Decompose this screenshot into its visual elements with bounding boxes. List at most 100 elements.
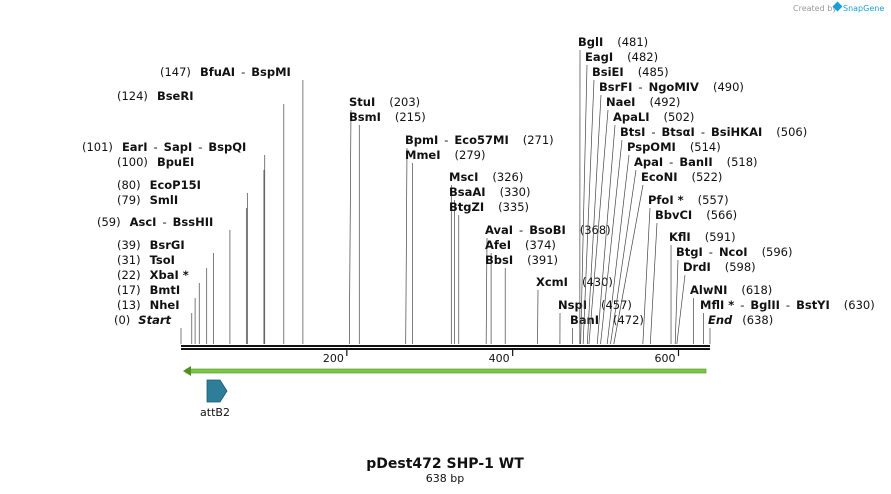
enzyme-name: EarI bbox=[122, 140, 148, 154]
site-bsrfi[interactable]: BsrFI - NgoMIV (490) bbox=[586, 80, 744, 345]
site-apali[interactable]: ApaLI (502) bbox=[596, 110, 694, 345]
site-btgzi[interactable]: BtgZI (335) bbox=[449, 200, 529, 344]
site-bmti[interactable]: (17) BmtI bbox=[117, 283, 196, 344]
site-label[interactable]: (124) BseRI bbox=[117, 89, 193, 103]
backbone-top-strand bbox=[181, 345, 710, 347]
site-tsoi[interactable]: (31) TsoI bbox=[117, 253, 208, 344]
site-label[interactable]: End (638) bbox=[708, 313, 773, 327]
site-apai[interactable]: ApaI - BanII (518) bbox=[610, 155, 758, 345]
attb2-arrow-icon[interactable] bbox=[206, 379, 228, 403]
site-label[interactable]: ApaLI (502) bbox=[613, 110, 694, 124]
site-bpmi[interactable]: BpmI - Eco57MI (271) bbox=[405, 133, 554, 345]
site-label[interactable]: EagI (482) bbox=[585, 50, 658, 64]
site-kfli[interactable]: KflI (591) bbox=[669, 230, 736, 344]
site-position: (374) bbox=[525, 238, 556, 252]
site-label[interactable]: (13) NheI bbox=[117, 298, 180, 312]
site-pfoi[interactable]: PfoI * (557) bbox=[642, 193, 729, 345]
site-label[interactable]: MmeI (279) bbox=[405, 148, 485, 162]
site-drdi[interactable]: DrdI (598) bbox=[676, 260, 756, 345]
site-xbai[interactable]: (22) XbaI * bbox=[117, 268, 200, 344]
site-btgi[interactable]: BtgI - NcoI (596) bbox=[674, 245, 793, 345]
site-label[interactable]: EcoNI (522) bbox=[641, 170, 722, 184]
site-label[interactable]: (39) BsrGI bbox=[117, 238, 185, 252]
site-separator: - bbox=[162, 215, 166, 229]
site-label[interactable]: BsaAI (330) bbox=[449, 185, 531, 199]
site-label[interactable]: (100) BpuEI bbox=[117, 155, 194, 169]
site-bsaai[interactable]: BsaAI (330) bbox=[449, 185, 531, 344]
site-end[interactable]: End (638) bbox=[708, 313, 773, 344]
site-label[interactable]: KflI (591) bbox=[669, 230, 736, 244]
site-label[interactable]: PspOMI (514) bbox=[627, 140, 721, 154]
site-bani[interactable]: BanI (472) bbox=[570, 313, 644, 344]
site-econi[interactable]: EcoNI (522) bbox=[613, 170, 723, 345]
site-label[interactable]: AlwNI (618) bbox=[690, 283, 772, 297]
site-bgli[interactable]: BglI (481) bbox=[578, 35, 648, 345]
site-bpuei[interactable]: (100) BpuEI bbox=[117, 155, 265, 344]
site-bfuai[interactable]: (147) BfuAI - BspMI bbox=[160, 65, 304, 344]
site-label[interactable]: BbvCI (566) bbox=[655, 208, 737, 222]
site-label[interactable]: BsmI (215) bbox=[349, 110, 426, 124]
site-label[interactable]: (80) EcoP15I bbox=[117, 178, 201, 192]
site-label[interactable]: (79) SmlI bbox=[117, 193, 178, 207]
feature-track[interactable] bbox=[183, 366, 707, 376]
site-bsiei[interactable]: BsiEI (485) bbox=[582, 65, 669, 345]
feature-arrow-body[interactable] bbox=[185, 368, 707, 374]
site-label[interactable]: XcmI (430) bbox=[536, 275, 613, 289]
site-label[interactable]: BtgZI (335) bbox=[449, 200, 529, 214]
site-label[interactable]: BpmI - Eco57MI (271) bbox=[405, 133, 554, 147]
site-pspomi[interactable]: PspOMI (514) bbox=[606, 140, 721, 345]
site-label[interactable]: MscI (326) bbox=[449, 170, 523, 184]
enzyme-name: BsiHKAI bbox=[711, 125, 762, 139]
site-label[interactable]: AfeI (374) bbox=[485, 238, 556, 252]
site-label[interactable]: BtgI - NcoI (596) bbox=[676, 245, 793, 259]
attb2-feature[interactable]: attB2 bbox=[200, 379, 230, 419]
site-label[interactable]: BtsI - BtsαI - BsiHKAI (506) bbox=[620, 125, 807, 139]
site-btsi[interactable]: BtsI - BtsαI - BsiHKAI (506) bbox=[600, 125, 808, 345]
site-afei[interactable]: AfeI (374) bbox=[485, 238, 556, 344]
site-label[interactable]: (31) TsoI bbox=[117, 253, 175, 267]
site-label[interactable]: MflI * - BglII - BstYI (630) bbox=[700, 298, 875, 312]
site-label[interactable]: (0) Start bbox=[114, 313, 172, 327]
site-label[interactable]: (17) BmtI bbox=[117, 283, 180, 297]
site-label[interactable]: BanI (472) bbox=[570, 313, 644, 327]
site-smli[interactable]: (79) SmlI bbox=[117, 193, 247, 344]
site-label[interactable]: PfoI * (557) bbox=[648, 193, 729, 207]
map-title: pDest472 SHP-1 WT bbox=[366, 456, 524, 472]
site-msci[interactable]: MscI (326) bbox=[449, 170, 523, 344]
site-mmei[interactable]: MmeI (279) bbox=[405, 148, 485, 344]
site-xcmi[interactable]: XcmI (430) bbox=[536, 275, 613, 345]
site-ecop15i[interactable]: (80) EcoP15I bbox=[117, 178, 248, 344]
enzyme-name: NgoMIV bbox=[649, 80, 699, 94]
site-mfli[interactable]: MflI * - BglII - BstYI (630) bbox=[700, 298, 875, 344]
site-label[interactable]: AvaI - BsoBI (368) bbox=[485, 223, 611, 237]
site-label[interactable]: DrdI (598) bbox=[683, 260, 756, 274]
site-bbvci[interactable]: BbvCI (566) bbox=[649, 208, 737, 345]
site-label[interactable]: (22) XbaI * bbox=[117, 268, 189, 282]
site-bseri[interactable]: (124) BseRI bbox=[117, 89, 285, 344]
site-asci[interactable]: (59) AscI - BssHII bbox=[97, 215, 231, 344]
site-eagi[interactable]: EagI (482) bbox=[580, 50, 658, 345]
site-label[interactable]: (147) BfuAI - BspMI bbox=[160, 65, 291, 79]
site-label[interactable]: (59) AscI - BssHII bbox=[97, 215, 213, 229]
site-position: (271) bbox=[523, 133, 554, 147]
site-stui[interactable]: StuI (203) bbox=[348, 95, 420, 345]
enzyme-name: BbsI bbox=[485, 253, 513, 267]
site-nhei[interactable]: (13) NheI bbox=[117, 298, 193, 344]
site-label[interactable]: StuI (203) bbox=[349, 95, 420, 109]
site-start[interactable]: (0) Start bbox=[114, 313, 182, 344]
site-eari[interactable]: (101) EarI - SapI - BspQI bbox=[82, 140, 266, 344]
site-label[interactable]: BbsI (391) bbox=[485, 253, 558, 267]
site-alwni[interactable]: AlwNI (618) bbox=[690, 283, 772, 344]
site-label[interactable]: BsiEI (485) bbox=[592, 65, 669, 79]
site-bsmi[interactable]: BsmI (215) bbox=[349, 110, 426, 344]
site-position: (31) bbox=[117, 253, 141, 267]
site-naei[interactable]: NaeI (492) bbox=[588, 95, 680, 345]
site-bsrgi[interactable]: (39) BsrGI bbox=[117, 238, 214, 344]
site-label[interactable]: (101) EarI - SapI - BspQI bbox=[82, 140, 246, 154]
site-label[interactable]: NaeI (492) bbox=[606, 95, 680, 109]
site-label[interactable]: BsrFI - NgoMIV (490) bbox=[599, 80, 744, 94]
site-label[interactable]: ApaI - BanII (518) bbox=[634, 155, 758, 169]
site-label[interactable]: BglI (481) bbox=[578, 35, 648, 49]
site-bbsi[interactable]: BbsI (391) bbox=[485, 253, 558, 344]
